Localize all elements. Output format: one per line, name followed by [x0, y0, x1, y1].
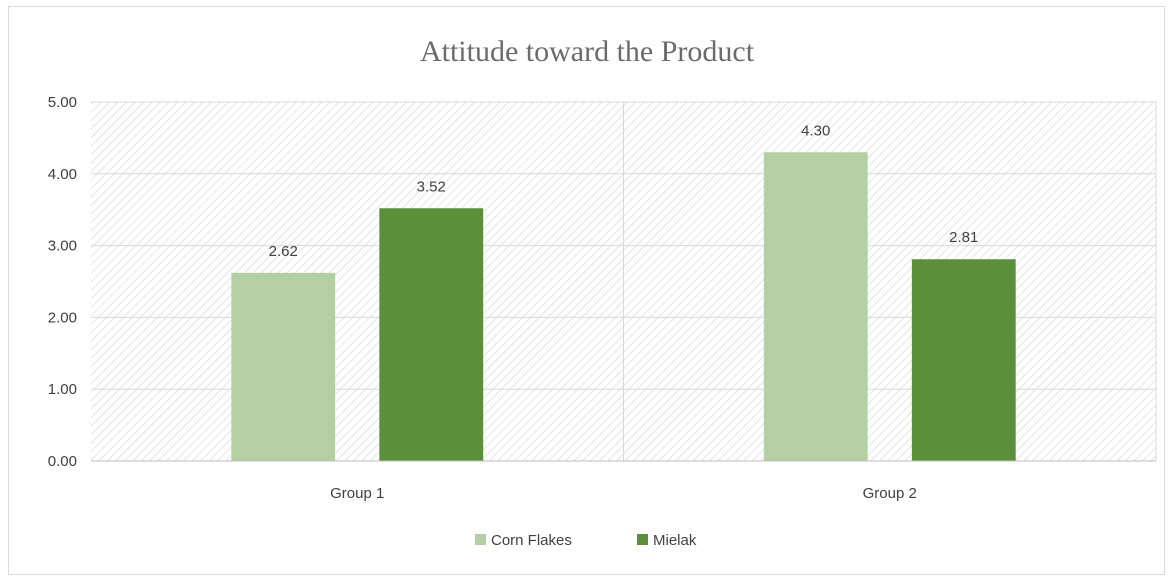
data-label: 3.52: [417, 178, 446, 195]
bars: [231, 152, 1016, 461]
chart-title: Attitude toward the Product: [420, 35, 755, 68]
legend-label: Corn Flakes: [491, 532, 572, 549]
bar-corn-flakes-group-2: [763, 152, 868, 461]
bar-mielak-group-1: [379, 208, 484, 461]
legend-swatch: [475, 534, 486, 545]
x-axis: Group 1 Group 2: [91, 460, 1156, 502]
y-tick-label: 0.00: [48, 453, 77, 470]
data-label: 4.30: [801, 122, 830, 139]
x-tick-label: Group 2: [863, 485, 917, 502]
x-tick-label: Group 1: [330, 485, 384, 502]
bar-chart: Attitude toward the Product 0.00 1.00 2.00…: [48, 35, 1157, 549]
bar-mielak-group-2: [911, 259, 1016, 461]
chart-frame: Attitude toward the Product 0.00 1.00 2.00…: [8, 6, 1165, 575]
y-tick-label: 4.00: [48, 166, 77, 183]
y-axis: 0.00 1.00 2.00 3.00 4.00 5.00: [48, 94, 77, 470]
y-tick-label: 1.00: [48, 381, 77, 398]
y-tick-label: 3.00: [48, 238, 77, 255]
data-labels: 2.62 3.52 4.30 2.81: [269, 122, 979, 260]
legend: Corn Flakes Mielak: [475, 532, 697, 549]
bar-corn-flakes-group-1: [231, 272, 336, 461]
data-label: 2.81: [949, 229, 978, 246]
y-tick-label: 5.00: [48, 94, 77, 111]
y-tick-label: 2.00: [48, 309, 77, 326]
legend-swatch: [637, 534, 648, 545]
legend-label: Mielak: [653, 532, 697, 549]
data-label: 2.62: [269, 243, 298, 260]
